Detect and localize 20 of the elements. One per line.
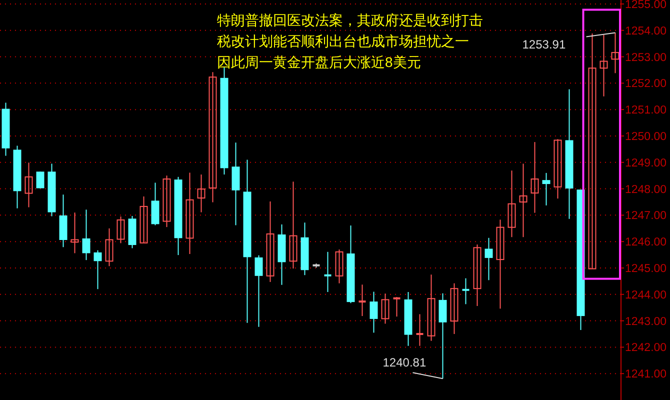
y-tick-label: 1241.00 xyxy=(625,368,667,381)
y-tick-label: 1245.00 xyxy=(625,262,667,275)
y-tick-label: 1253.00 xyxy=(625,52,667,64)
y-tick-label: 1244.00 xyxy=(625,289,667,302)
y-tick-label: 1250.00 xyxy=(625,130,667,143)
y-tick-label: 1242.00 xyxy=(625,342,667,354)
annotation: 1253.91 xyxy=(522,38,566,52)
y-tick-label: 1251.00 xyxy=(625,104,667,117)
y-tick-label: 1255.00 xyxy=(625,0,667,11)
annotation: 1240.81 xyxy=(382,356,426,370)
y-tick-label: 1243.00 xyxy=(625,316,667,328)
y-tick-label: 1252.00 xyxy=(625,78,667,90)
annotation: 特朗普撤回医改法案，其政府还是收到打击 xyxy=(217,12,483,28)
annotation: 因此周一黄金开盘后大涨近8美元 xyxy=(217,54,421,70)
y-tick-label: 1248.00 xyxy=(625,184,667,196)
y-tick-label: 1254.00 xyxy=(625,25,667,38)
annotation: 税改计划能否顺利出台也成市场担忧之一 xyxy=(217,33,469,49)
y-tick-label: 1246.00 xyxy=(625,236,667,249)
y-tick-label: 1247.00 xyxy=(625,210,667,222)
y-tick-label: 1249.00 xyxy=(625,157,667,170)
